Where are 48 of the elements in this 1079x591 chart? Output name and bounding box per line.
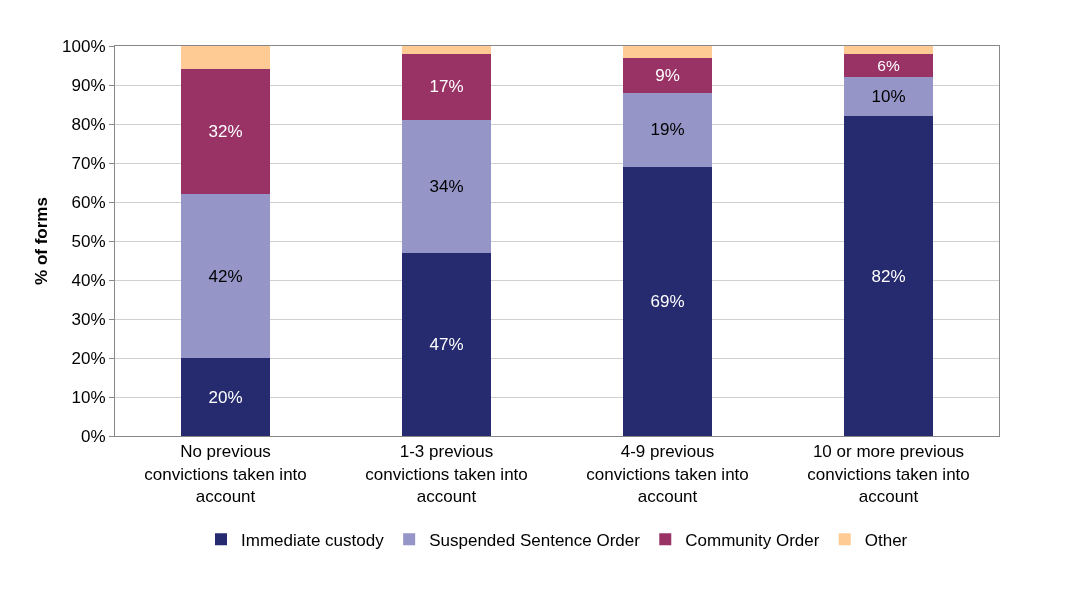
x-tick-label: 4-9 previous convictions taken into account: [586, 442, 749, 506]
bar: [402, 53, 491, 121]
data-label: 32%: [208, 122, 243, 142]
legend-label: Suspended Sentence Order: [429, 530, 641, 550]
y-tick-label: 30%: [71, 309, 106, 329]
data-label: 69%: [650, 291, 685, 311]
y-tick-label: 80%: [71, 114, 106, 134]
y-tick-label: 20%: [71, 348, 106, 368]
y-tick-label: 50%: [71, 231, 106, 251]
bar: [181, 69, 270, 195]
y-axis-title: % of forms: [31, 197, 51, 285]
x-tick-label: No previous convictions taken into account: [144, 442, 307, 506]
y-tick-label: 100%: [62, 36, 106, 56]
data-label: 17%: [429, 77, 464, 97]
bar: [402, 46, 491, 54]
bar: [844, 116, 933, 436]
y-tick-label: 60%: [71, 192, 106, 212]
data-label: 82%: [871, 266, 906, 286]
legend-label: Immediate custody: [241, 530, 385, 550]
bar: [623, 46, 712, 58]
bar: [844, 53, 933, 78]
bar: [402, 120, 491, 253]
x-tick-label: 1-3 previous convictions taken into account: [365, 442, 528, 506]
y-tick-label: 90%: [71, 75, 106, 95]
data-label: 47%: [429, 334, 464, 354]
y-tick-label: 10%: [71, 387, 106, 407]
y-tick-label: 0%: [81, 426, 106, 446]
x-tick-label: 10 or more previous convictions taken into account: [807, 442, 970, 506]
data-label: 9%: [655, 65, 680, 85]
bar: [623, 92, 712, 167]
data-label: 42%: [208, 266, 243, 286]
legend-label: Community Order: [685, 530, 820, 550]
bar: [402, 252, 491, 436]
bar: [844, 46, 933, 54]
y-tick-label: 70%: [71, 153, 106, 173]
bar: [844, 77, 933, 117]
data-label: 19%: [650, 120, 685, 140]
bar: [623, 57, 712, 93]
y-tick-label: 40%: [71, 270, 106, 290]
bar: [623, 166, 712, 436]
data-label: 34%: [429, 176, 464, 196]
data-label: 10%: [871, 87, 906, 107]
bar: [181, 194, 270, 358]
data-label: 20%: [208, 387, 243, 407]
data-label: 6%: [877, 56, 900, 74]
legend-label: Other: [864, 530, 908, 550]
bar: [181, 358, 270, 436]
bar: [181, 46, 270, 70]
